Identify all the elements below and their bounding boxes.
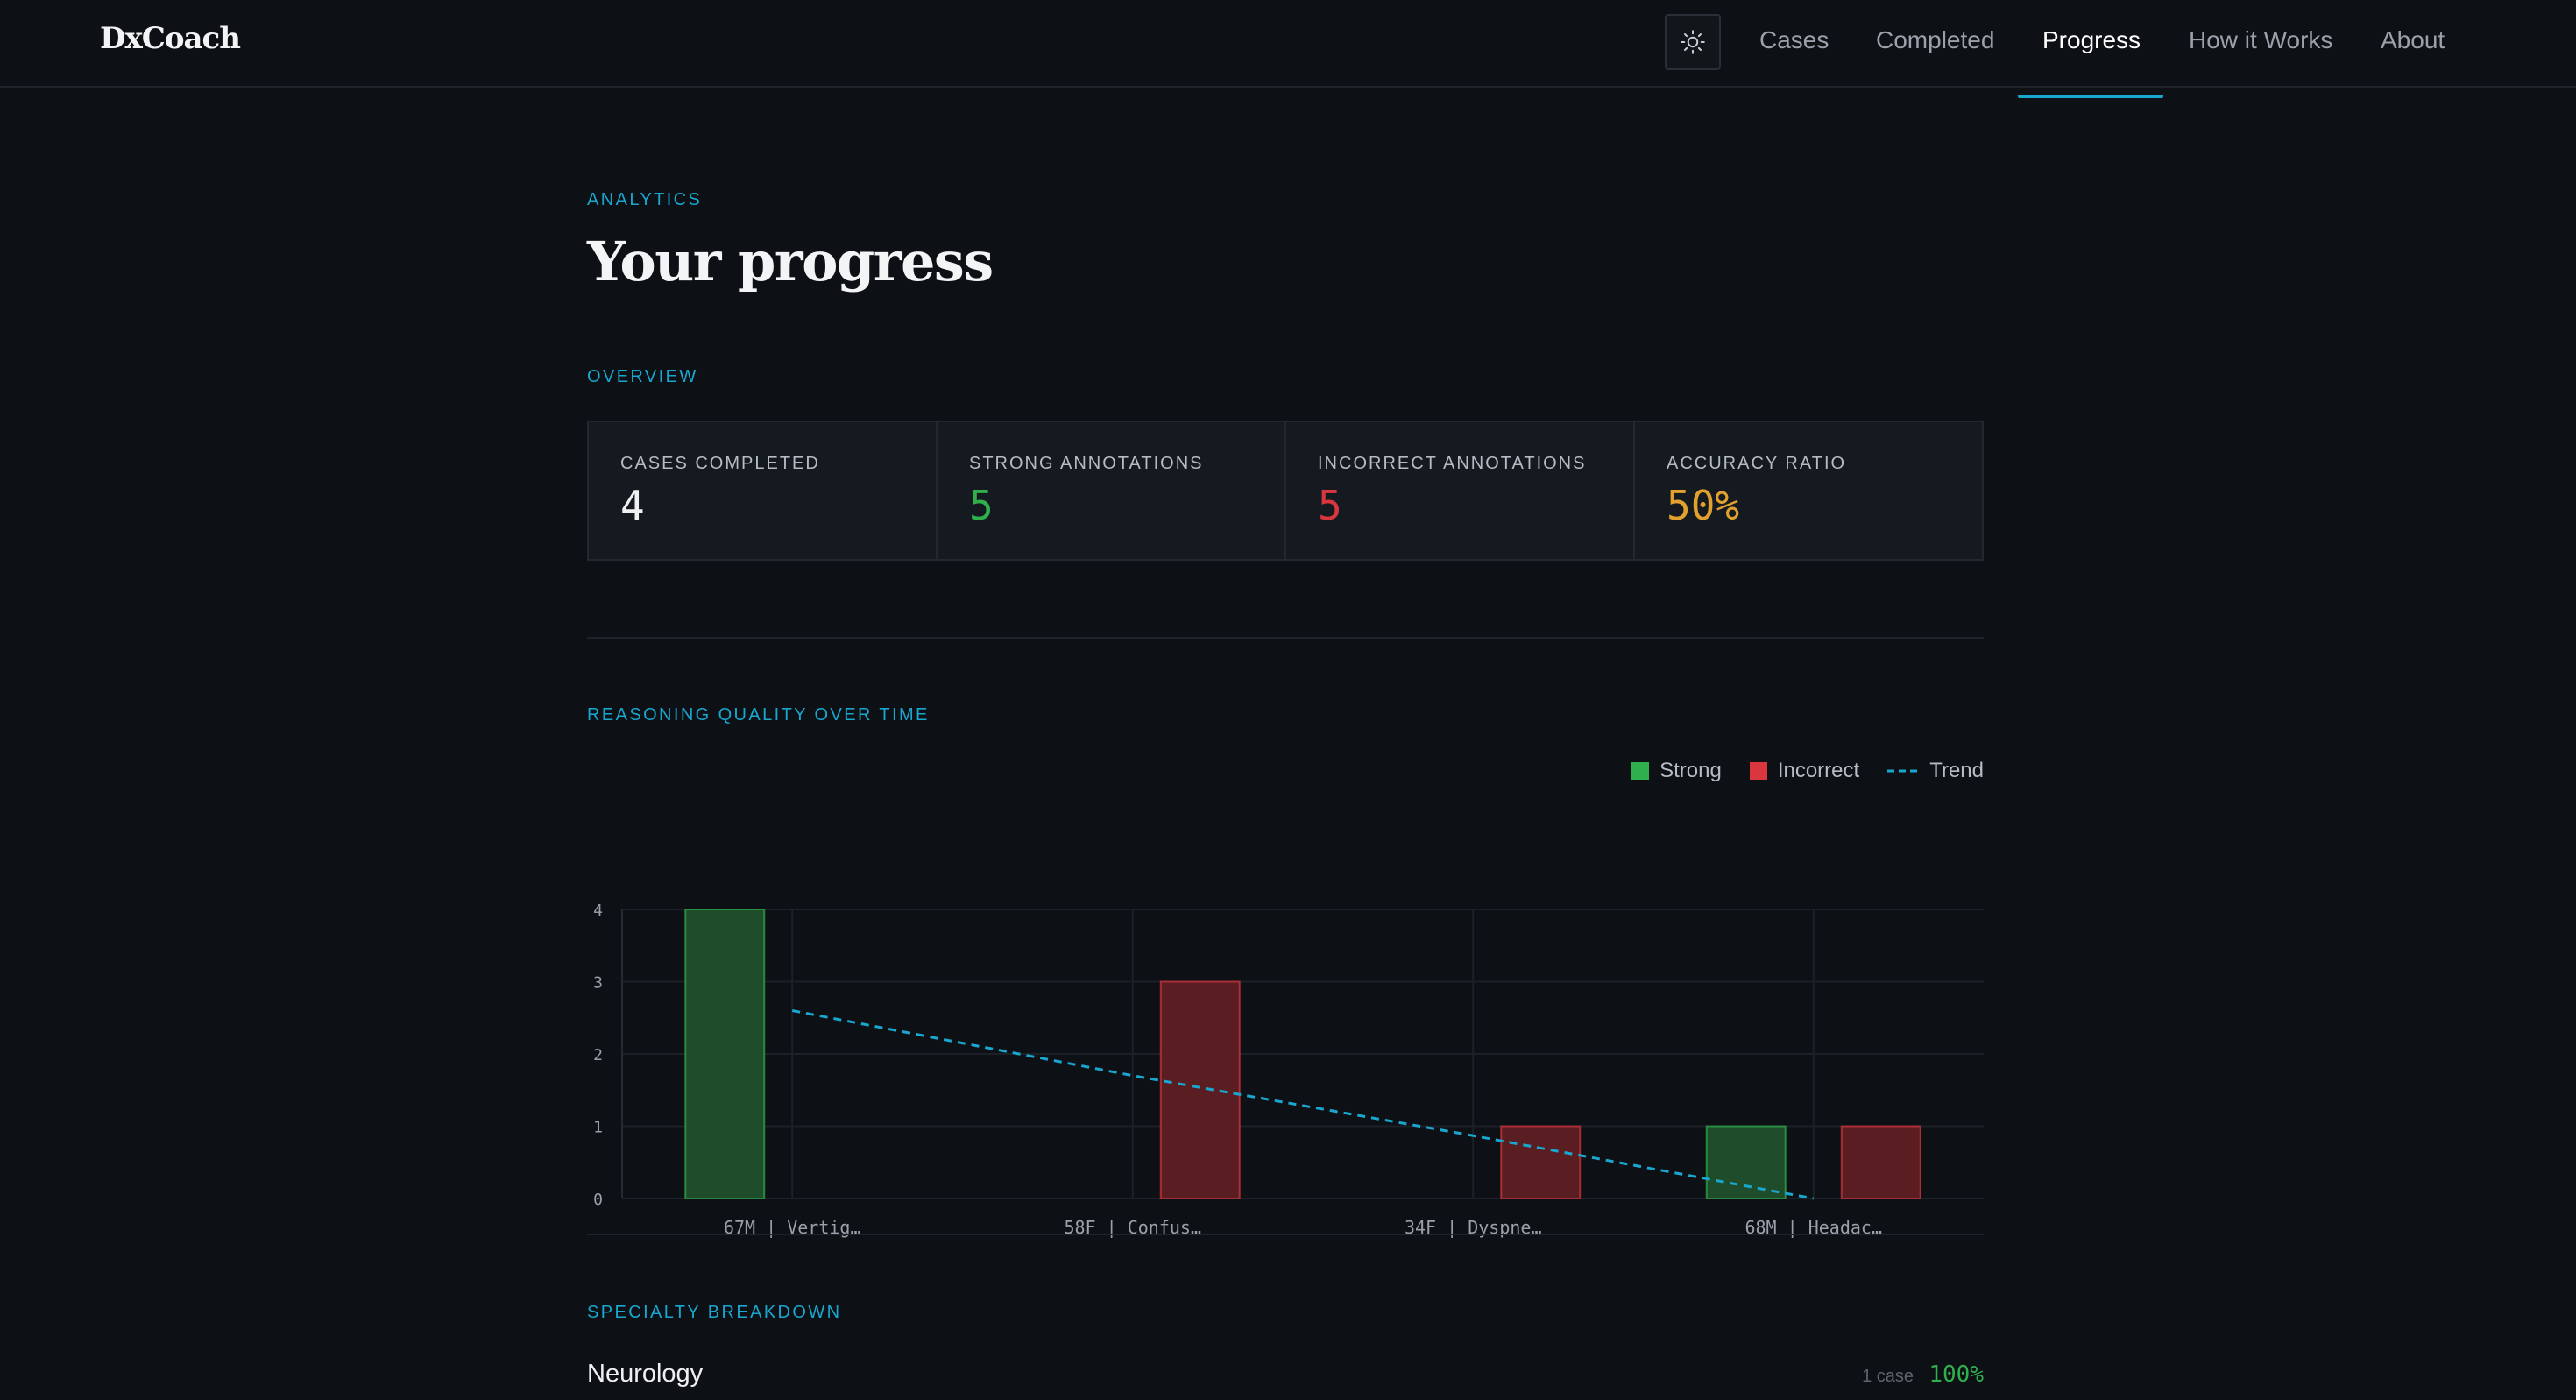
specialty-case-count: 1 case [1862,1367,1914,1386]
bar-incorrect [1159,980,1241,1199]
legend-incorrect: Incorrect [1749,759,1860,783]
chart-legend: Strong Incorrect Trend [1603,759,1984,783]
section-divider [587,637,1984,639]
legend-strong-label: Strong [1660,759,1722,782]
stat-cases-completed: CASES COMPLETED 4 [589,422,938,559]
specialty-row[interactable]: Neurology 1 case 100% [587,1360,1984,1395]
y-tick-label: 4 [593,902,603,920]
legend-incorrect-label: Incorrect [1777,759,1860,782]
stat-label: STRONG ANNOTATIONS [969,454,1204,473]
stat-label: INCORRECT ANNOTATIONS [1318,454,1587,473]
stat-accuracy-ratio: ACCURACY RATIO 50% [1635,422,1982,559]
stat-value: 5 [1318,482,1342,529]
trend-line [791,1009,1815,1200]
stat-value: 50% [1667,482,1740,529]
nav-link-completed[interactable]: Completed [1876,26,1995,53]
legend-trend-label: Trend [1929,759,1984,782]
y-tick-label: 0 [593,1191,603,1209]
page-eyebrow: ANALYTICS [587,190,703,209]
theme-toggle-button[interactable] [1665,14,1721,70]
active-tab-indicator [2018,95,2163,98]
bar-strong [1705,1125,1787,1199]
stat-value: 4 [620,482,645,529]
specialty-heading: SPECIALTY BREAKDOWN [587,1303,842,1322]
sun-icon [1681,30,1705,54]
y-tick-label: 3 [593,974,603,993]
stat-label: ACCURACY RATIO [1667,454,1847,473]
nav-link-how-it-works[interactable]: How it Works [2189,26,2333,53]
legend-trend-swatch [1887,769,1920,773]
overview-heading: OVERVIEW [587,367,698,386]
nav-link-cases[interactable]: Cases [1759,26,1829,53]
specialty-percent: 100% [1928,1361,1984,1388]
stat-label: CASES COMPLETED [620,454,820,473]
y-tick-label: 2 [593,1046,603,1064]
specialty-name: Neurology [587,1360,704,1388]
overview-stats: CASES COMPLETED 4 STRONG ANNOTATIONS 5 I… [587,421,1984,561]
legend-incorrect-swatch [1749,762,1767,780]
brand-logo[interactable]: DxCoach [100,21,241,56]
page-title: Your progress [587,230,994,293]
section-divider [587,1234,1984,1235]
legend-trend: Trend [1887,759,1984,783]
legend-strong-swatch [1631,762,1650,780]
bar-incorrect [1840,1125,1921,1199]
stat-value: 5 [969,482,994,529]
top-nav: DxCoach Cases Completed Progress How it … [0,0,2576,88]
legend-strong: Strong [1631,759,1722,783]
stat-incorrect-annotations: INCORRECT ANNOTATIONS 5 [1286,422,1635,559]
bar-incorrect [1500,1125,1582,1199]
reasoning-heading: REASONING QUALITY OVER TIME [587,705,930,725]
nav-link-about[interactable]: About [2381,26,2445,53]
stat-strong-annotations: STRONG ANNOTATIONS 5 [938,422,1286,559]
y-tick-label: 1 [593,1119,603,1137]
nav-link-progress[interactable]: Progress [2042,26,2141,53]
bar-strong [684,909,766,1199]
